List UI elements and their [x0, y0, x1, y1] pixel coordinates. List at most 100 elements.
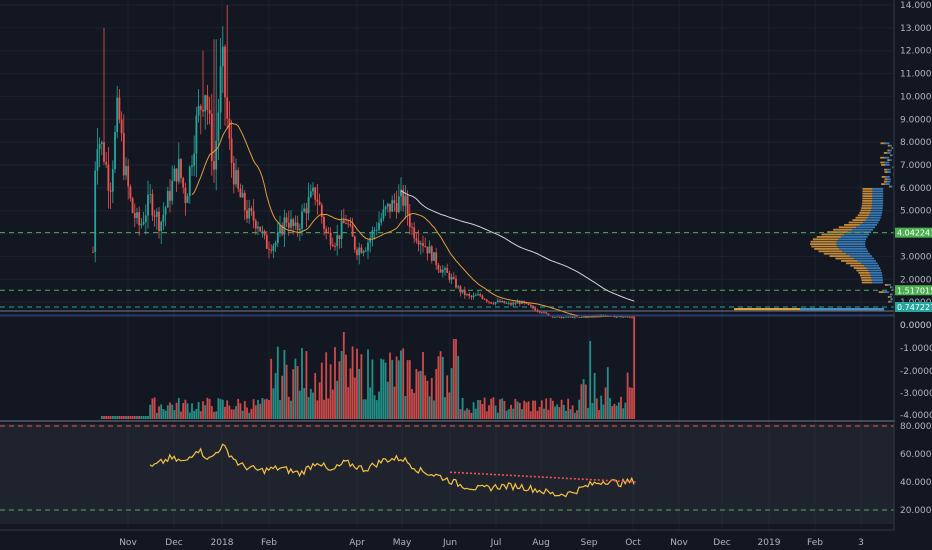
volume-bar-10: [114, 416, 116, 419]
volume-bar-187: [503, 400, 506, 419]
time-label-8: Aug: [532, 538, 550, 548]
candle-body-186: [501, 300, 504, 303]
vp-bar-down-38: [827, 231, 849, 233]
vp-bar-down-2: [887, 144, 890, 147]
volume-bar-68: [241, 410, 244, 419]
time-label-3: Feb: [261, 538, 277, 548]
volume-bar-5: [103, 416, 105, 419]
volume-bar-172: [470, 412, 473, 419]
candle-body-215: [565, 316, 567, 318]
candle-body-49: [199, 106, 202, 110]
candle-body-163: [450, 277, 453, 280]
vp-bar-down-43: [810, 243, 837, 245]
vp-bar-up-7: [884, 156, 890, 159]
volume-bar-17: [129, 416, 132, 419]
candle-body-240: [620, 316, 622, 318]
volume-bar-143: [406, 360, 409, 419]
candle-body-156: [435, 252, 438, 265]
candle-body-17: [129, 186, 132, 199]
vp-bar-down-53: [853, 267, 867, 269]
candle-body-115: [345, 223, 347, 224]
candle-body-12: [118, 97, 121, 120]
candle-body-110: [334, 245, 336, 247]
candle-body-206: [545, 312, 548, 314]
volume-bar-215: [565, 410, 567, 419]
vp-bar-up-6: [891, 154, 893, 157]
vp-bar-up-9: [884, 161, 890, 164]
time-label-12: Dec: [713, 538, 730, 548]
candle-body-180: [488, 301, 490, 303]
vp-bar-up-2: [889, 144, 892, 147]
volume-bar-122: [360, 354, 363, 419]
vp-bar-down-28: [861, 207, 872, 209]
candle-body-221: [578, 317, 581, 318]
vp-bar-up-24: [872, 197, 884, 200]
vp-bar-up-22: [872, 192, 884, 195]
candle-body-31: [160, 221, 163, 232]
vp-bar-down-45: [814, 248, 840, 250]
candle-body-222: [580, 317, 583, 318]
candle-body-131: [380, 218, 383, 223]
volume-bar-206: [545, 398, 548, 419]
volume-bar-97: [305, 351, 308, 419]
volume-bar-180: [488, 405, 490, 419]
vp-bar-up-12: [887, 168, 891, 171]
volume-bar-80: [268, 400, 270, 419]
candle-body-238: [615, 316, 618, 318]
vp-bar-down-16: [884, 178, 888, 181]
volume-bar-94: [298, 390, 301, 419]
vp-bar-down-3: [891, 147, 893, 149]
vp-bar-up-49: [853, 257, 874, 260]
volume-bar-20: [136, 416, 138, 419]
volume-bar-169: [463, 410, 466, 419]
candle-body-140: [400, 189, 402, 197]
volume-bar-236: [611, 406, 614, 419]
candle-body-144: [408, 214, 411, 228]
candle-body-182: [492, 303, 495, 305]
candle-body-125: [367, 242, 369, 251]
volume-bar-134: [386, 381, 389, 419]
volume-bar-19: [133, 416, 136, 419]
rsi-tick-0: 80.0000: [900, 422, 932, 432]
volume-bar-164: [452, 339, 455, 419]
volume-bar-222: [580, 384, 583, 419]
volume-bar-208: [549, 398, 552, 419]
candle-body-26: [149, 194, 152, 196]
candle-body-203: [538, 311, 541, 313]
vp-bar-down-56: [859, 274, 871, 277]
candle-body-87: [283, 217, 286, 235]
candle-body-172: [470, 295, 473, 297]
candle-body-33: [164, 207, 167, 215]
candle-body-34: [166, 190, 169, 208]
volume-bar-4: [100, 416, 103, 419]
volume-bar-175: [477, 400, 479, 419]
candle-body-6: [105, 161, 108, 165]
volume-bar-33: [164, 410, 167, 419]
candle-body-50: [202, 109, 204, 112]
candle-body-35: [169, 190, 171, 201]
candle-body-99: [309, 191, 312, 197]
candle-body-11: [116, 97, 119, 133]
volume-bar-118: [351, 346, 354, 419]
volume-bar-43: [186, 403, 189, 419]
price-tag-bg-0: [895, 227, 932, 238]
volume-bar-241: [622, 408, 625, 419]
vp-bar-down-60: [884, 284, 888, 286]
candle-body-146: [413, 227, 416, 239]
volume-bar-144: [408, 360, 411, 419]
volume-bar-28: [153, 397, 156, 419]
volume-bar-67: [239, 403, 242, 419]
candle-body-91: [292, 219, 295, 226]
candle-body-68: [241, 192, 244, 198]
candle-body-157: [437, 264, 440, 270]
volume-bar-6: [105, 416, 108, 419]
candle-body-138: [395, 203, 398, 213]
volume-bar-112: [338, 361, 341, 419]
candle-body-5: [103, 142, 105, 162]
candle-body-67: [239, 188, 242, 198]
volume-bar-58: [219, 399, 222, 419]
vp-bar-up-31: [869, 214, 882, 217]
volume-bar-91: [292, 369, 295, 419]
